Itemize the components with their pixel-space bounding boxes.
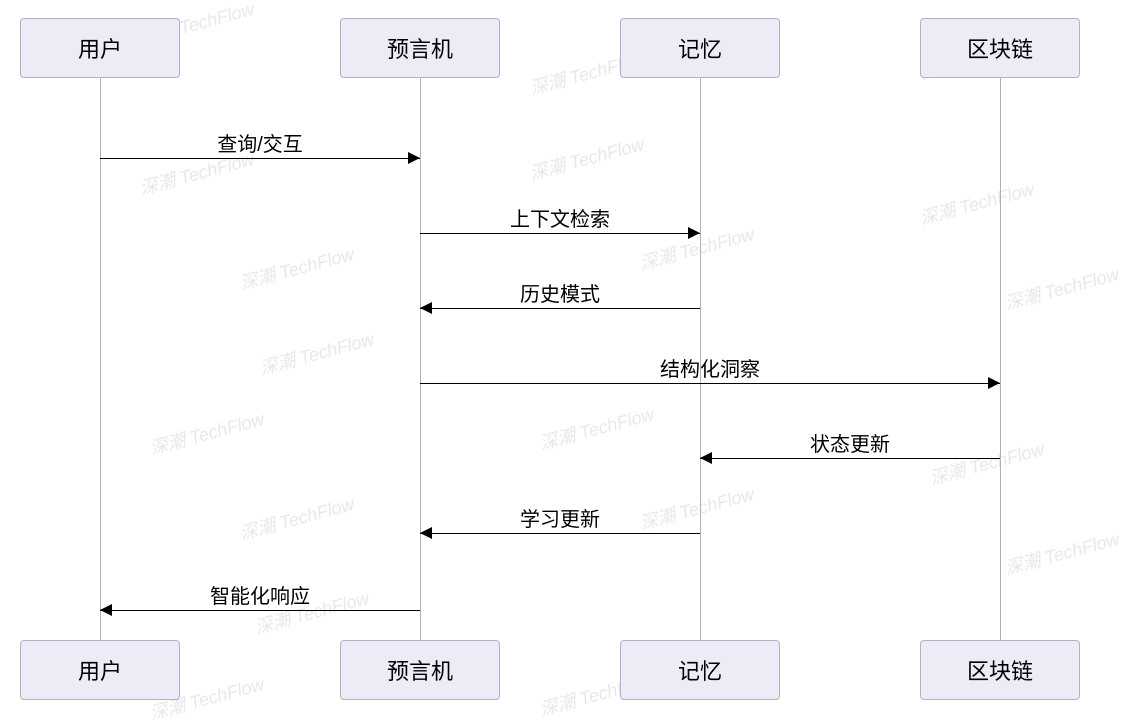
message-arrow-4	[700, 458, 1000, 459]
participant-user-bottom: 用户	[20, 640, 180, 700]
watermark: 深潮 TechFlow	[1002, 260, 1122, 315]
watermark: 深潮 TechFlow	[237, 490, 357, 545]
message-arrow-6	[100, 610, 420, 611]
watermark: 深潮 TechFlow	[1002, 525, 1122, 580]
message-label-3: 结构化洞察	[420, 353, 1000, 382]
message-label-1: 上下文检索	[420, 203, 700, 232]
message-arrow-3	[420, 383, 1000, 384]
message-label-4: 状态更新	[700, 428, 1000, 457]
watermark: 深潮 TechFlow	[257, 325, 377, 380]
message-label-0: 查询/交互	[100, 128, 420, 157]
lifeline-user	[100, 78, 101, 640]
watermark: 深潮 TechFlow	[147, 405, 267, 460]
message-arrow-1	[420, 233, 700, 234]
lifeline-blockchain	[1000, 78, 1001, 640]
participant-oracle-top: 预言机	[340, 18, 500, 78]
message-arrow-2	[420, 308, 700, 309]
participant-blockchain-bottom: 区块链	[920, 640, 1080, 700]
message-arrow-0	[100, 158, 420, 159]
watermark: 深潮 TechFlow	[237, 240, 357, 295]
message-label-5: 学习更新	[420, 503, 700, 532]
watermark: 深潮 TechFlow	[537, 400, 657, 455]
message-label-6: 智能化响应	[100, 580, 420, 609]
watermark: 深潮 TechFlow	[917, 175, 1037, 230]
participant-memory-top: 记忆	[620, 18, 780, 78]
participant-user-top: 用户	[20, 18, 180, 78]
participant-memory-bottom: 记忆	[620, 640, 780, 700]
message-arrow-5	[420, 533, 700, 534]
message-label-2: 历史模式	[420, 278, 700, 307]
participant-oracle-bottom: 预言机	[340, 640, 500, 700]
participant-blockchain-top: 区块链	[920, 18, 1080, 78]
watermark: 深潮 TechFlow	[527, 130, 647, 185]
